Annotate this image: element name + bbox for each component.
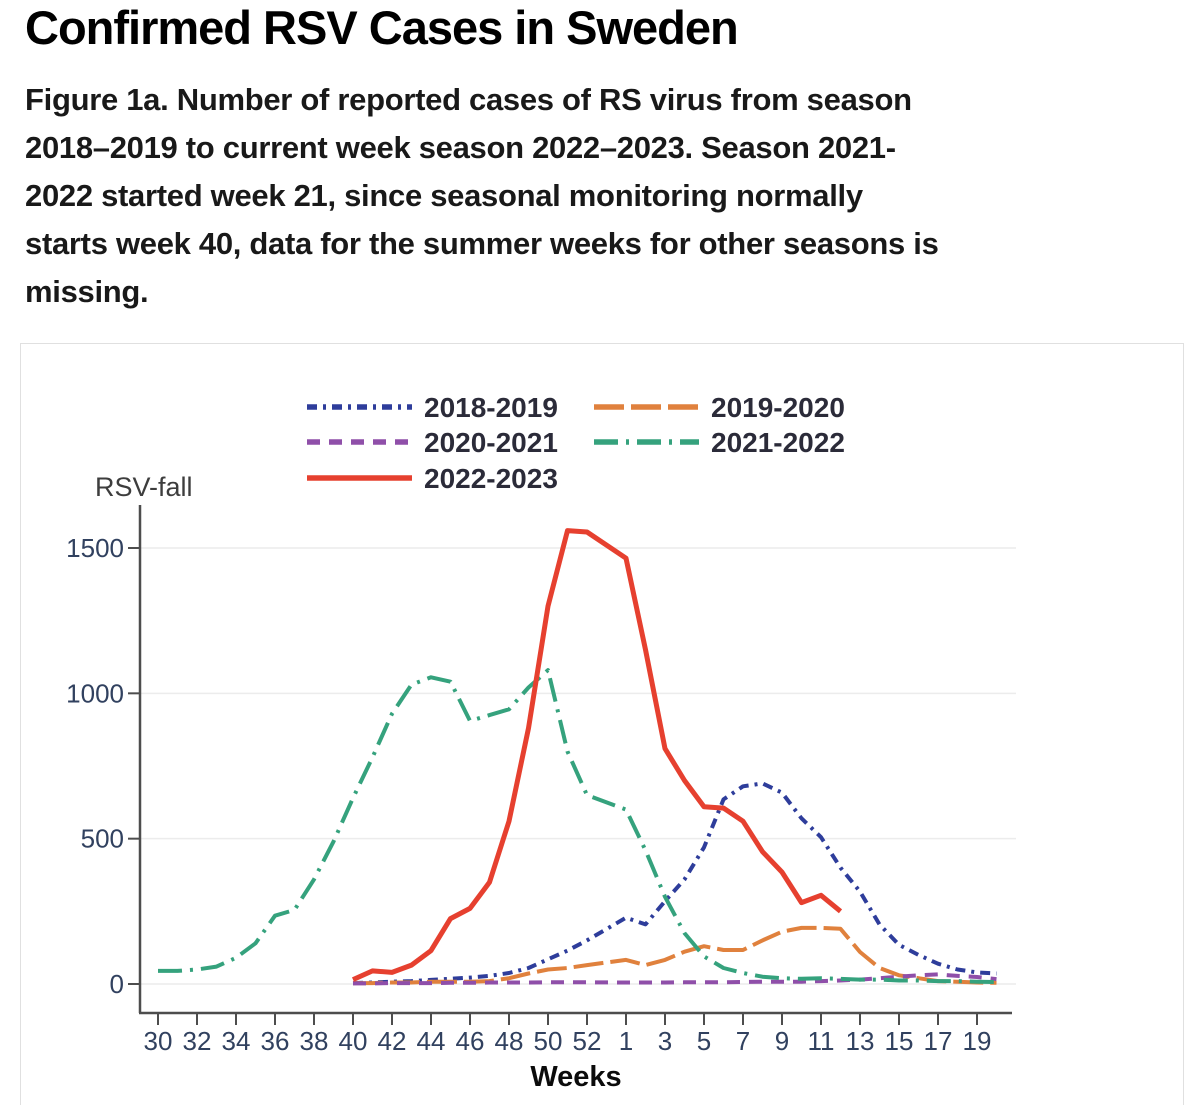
x-tick-label: 5 — [697, 1026, 711, 1056]
x-tick-label: 9 — [775, 1026, 789, 1056]
x-tick-label: 36 — [261, 1026, 290, 1056]
x-tick-label: 15 — [885, 1026, 914, 1056]
x-tick-label: 19 — [963, 1026, 992, 1056]
x-tick-label: 50 — [534, 1026, 563, 1056]
x-tick-label: 48 — [495, 1026, 524, 1056]
chart-card — [20, 343, 1184, 1105]
series-line-2022-2023 — [351, 528, 843, 982]
legend-item-2019-2020: 2019-2020 — [594, 392, 845, 423]
x-tick-label: 42 — [378, 1026, 407, 1056]
legend-label-2019-2020: 2019-2020 — [711, 392, 845, 423]
x-tick-label: 34 — [222, 1026, 251, 1056]
x-tick-label: 30 — [144, 1026, 173, 1056]
y-tick-label: 0 — [110, 969, 124, 999]
chart-panel — [20, 343, 1184, 1105]
legend-label-2022-2023: 2022-2023 — [424, 463, 558, 494]
figure-caption: Figure 1a. Number of reported cases of R… — [25, 82, 939, 309]
x-tick-label: 40 — [339, 1026, 368, 1056]
x-tick-label: 52 — [573, 1026, 602, 1056]
x-tick-label: 44 — [417, 1026, 446, 1056]
legend-item-2022-2023: 2022-2023 — [307, 463, 558, 494]
series-line-2021-2022 — [158, 668, 997, 984]
series-line-2019-2020 — [353, 925, 997, 986]
x-tick-label: 7 — [736, 1026, 750, 1056]
series-line-2018-2019 — [352, 781, 997, 986]
legend-item-2021-2022: 2021-2022 — [594, 427, 845, 458]
x-axis-title: Weeks — [530, 1061, 621, 1093]
x-tick-label: 38 — [300, 1026, 329, 1056]
x-tick-label: 46 — [456, 1026, 485, 1056]
x-tick-label: 13 — [846, 1026, 875, 1056]
legend-label-2021-2022: 2021-2022 — [711, 427, 845, 458]
x-tick-label: 32 — [183, 1026, 212, 1056]
x-tick-label: 3 — [658, 1026, 672, 1056]
x-tick-label: 17 — [924, 1026, 953, 1056]
legend-label-2020-2021: 2020-2021 — [424, 427, 558, 458]
series-lines — [158, 528, 997, 986]
page-title: Confirmed RSV Cases in Sweden — [25, 1, 739, 54]
x-tick-label: 11 — [808, 1026, 835, 1056]
legend-item-2020-2021: 2020-2021 — [307, 427, 558, 458]
legend-item-2018-2019: 2018-2019 — [307, 392, 558, 423]
y-axis-title: RSV-fall — [95, 472, 193, 502]
x-tick-label: 1 — [619, 1026, 633, 1056]
y-tick-label: 1500 — [66, 533, 124, 563]
legend-label-2018-2019: 2018-2019 — [424, 392, 558, 423]
y-tick-label: 500 — [81, 824, 124, 854]
legend: 2018-2019 2019-2020 2020-2021 2021-2022 2022… — [307, 392, 845, 494]
y-tick-label: 1000 — [66, 678, 124, 708]
series-line-2020-2021 — [353, 972, 997, 986]
